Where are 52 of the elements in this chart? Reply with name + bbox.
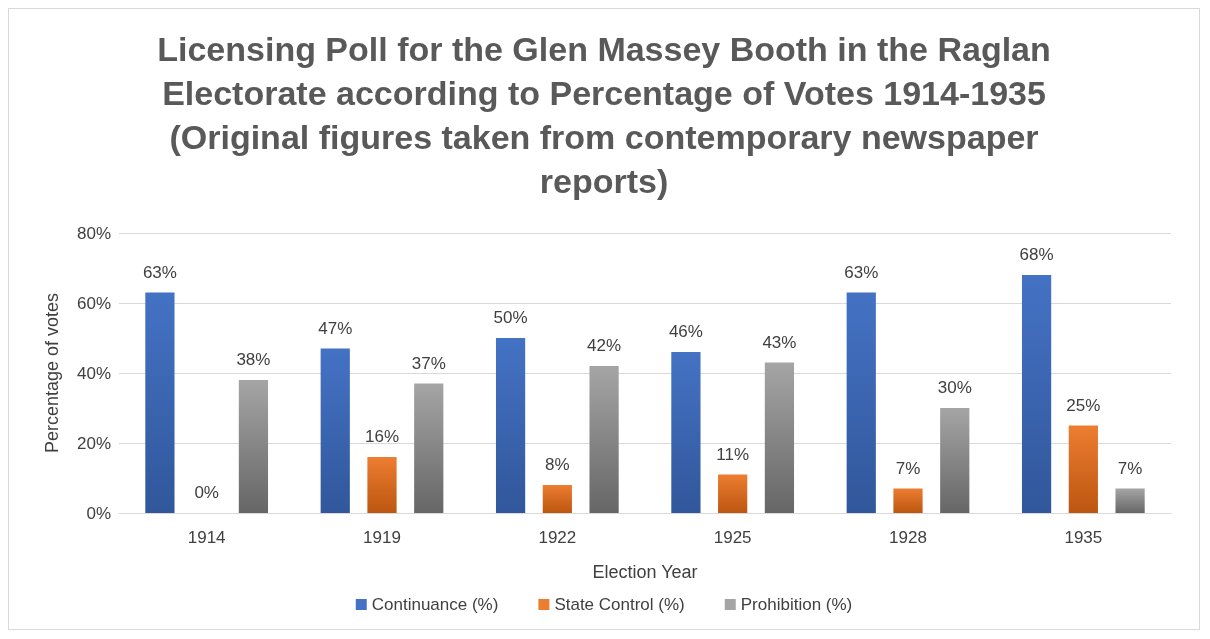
x-tick-label: 1925 <box>713 528 752 547</box>
data-label: 38% <box>236 350 271 369</box>
data-label: 47% <box>318 318 353 338</box>
data-label: 8% <box>545 455 570 474</box>
data-label: 30% <box>937 378 972 397</box>
bar <box>1115 488 1145 513</box>
bar <box>718 474 748 513</box>
data-label: 11% <box>716 444 750 464</box>
y-tick-label: 60% <box>76 293 111 313</box>
data-label: 0% <box>194 483 219 502</box>
data-label: 63% <box>844 262 879 282</box>
bar <box>495 338 526 513</box>
x-tick-label: 1919 <box>363 528 401 547</box>
x-tick-label: 1914 <box>187 528 226 547</box>
data-label: 42% <box>587 336 622 355</box>
bar <box>145 292 175 513</box>
x-tick-label: 1935 <box>1064 528 1103 547</box>
legend-label: Continuance (%) <box>371 595 499 614</box>
legend-label: Prohibition (%) <box>740 595 853 614</box>
bar <box>764 362 795 513</box>
data-label: 7% <box>1117 458 1143 478</box>
bar <box>1021 275 1052 513</box>
data-label: 63% <box>142 262 177 282</box>
bar <box>367 457 397 513</box>
x-tick-label: 1922 <box>538 528 577 547</box>
y-tick-label: 20% <box>76 433 111 453</box>
y-tick-label: 80% <box>76 223 111 243</box>
data-label: 50% <box>493 308 528 327</box>
data-label: 46% <box>668 322 703 341</box>
data-label: 37% <box>411 353 446 373</box>
bar <box>238 380 269 513</box>
data-label: 68% <box>1019 245 1054 264</box>
bar <box>1068 425 1098 513</box>
data-label: 25% <box>1066 395 1101 415</box>
data-label: 43% <box>762 332 797 352</box>
bar <box>589 366 619 513</box>
bar <box>940 408 970 513</box>
bar <box>671 352 701 513</box>
y-tick-label: 0% <box>86 503 111 523</box>
y-tick-label: 40% <box>76 363 111 383</box>
bar <box>414 383 444 513</box>
bar <box>320 348 350 513</box>
data-label: 16% <box>364 427 400 446</box>
bar <box>893 488 923 513</box>
x-tick-label: 1928 <box>889 528 927 547</box>
bar <box>846 292 876 513</box>
chart-title: Licensing Poll for the Glen Massey Booth in the Raglan Electorate according to Percentage of Votes 1914-1935 (Original figures taken from contemporary newspaper reports) <box>156 29 1052 202</box>
legend-label: State Control (%) <box>554 595 685 614</box>
x-axis-title: Election Year <box>592 562 698 582</box>
y-axis-title: Percentage of votes <box>42 292 62 454</box>
data-label: 7% <box>895 458 921 478</box>
bar <box>542 485 572 513</box>
